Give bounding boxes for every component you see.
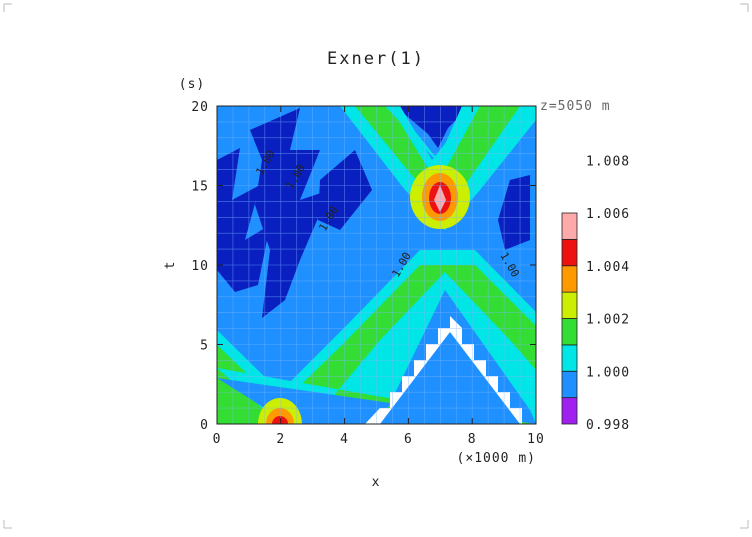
colorbar-swatch — [561, 318, 578, 346]
colorbar: 0.998 1.000 1.002 1.004 1.006 1.008 — [561, 154, 630, 433]
corner-marks — [3, 3, 749, 529]
low-regions — [217, 106, 530, 318]
colorbar-swatch — [561, 370, 578, 399]
x-tick-label: 10 — [527, 432, 545, 447]
y-tick-label: 20 — [191, 100, 209, 115]
peak-lower — [258, 398, 302, 424]
colorbar-label: 1.002 — [586, 313, 630, 328]
level-annotation: z=5050 m — [540, 99, 611, 114]
inner-region — [380, 332, 520, 424]
x-axis-label: x — [372, 475, 381, 490]
colorbar-swatch — [561, 291, 578, 319]
colorbar-swatch — [561, 238, 578, 267]
y-tick-label: 10 — [191, 259, 209, 274]
colorbar-label: 0.998 — [586, 418, 630, 433]
plot-area: 1.00 1.00 1.00 1.00 1.00 — [217, 106, 536, 424]
y-tick-label: 0 — [200, 418, 209, 433]
x-tick-label: 6 — [404, 432, 413, 447]
y-unit-label: (s) — [179, 77, 205, 92]
colorbar-swatch — [561, 344, 578, 372]
colorbar-swatch — [561, 212, 578, 240]
colorbar-swatch — [561, 397, 578, 425]
y-tick-label: 5 — [200, 339, 209, 354]
colorbar-label: 1.000 — [586, 365, 630, 380]
colorbar-label: 1.004 — [586, 260, 630, 275]
y-axis: 0 5 10 15 20 — [191, 100, 536, 433]
grid — [217, 106, 536, 424]
x-tick-label: 0 — [213, 432, 222, 447]
colorbar-label: 1.006 — [586, 207, 630, 222]
x-tick-label: 8 — [468, 432, 477, 447]
chart-title: Exner(1) — [327, 49, 425, 69]
x-axis: 0 2 4 6 8 10 — [213, 106, 545, 447]
x-tick-label: 2 — [276, 432, 285, 447]
y-axis-label: t — [163, 261, 178, 270]
colorbar-swatch — [561, 265, 578, 293]
colorbar-label: 1.008 — [586, 154, 630, 169]
y-tick-label: 15 — [191, 180, 209, 195]
x-unit-label: (×1000 m) — [457, 451, 536, 466]
x-tick-label: 4 — [340, 432, 349, 447]
